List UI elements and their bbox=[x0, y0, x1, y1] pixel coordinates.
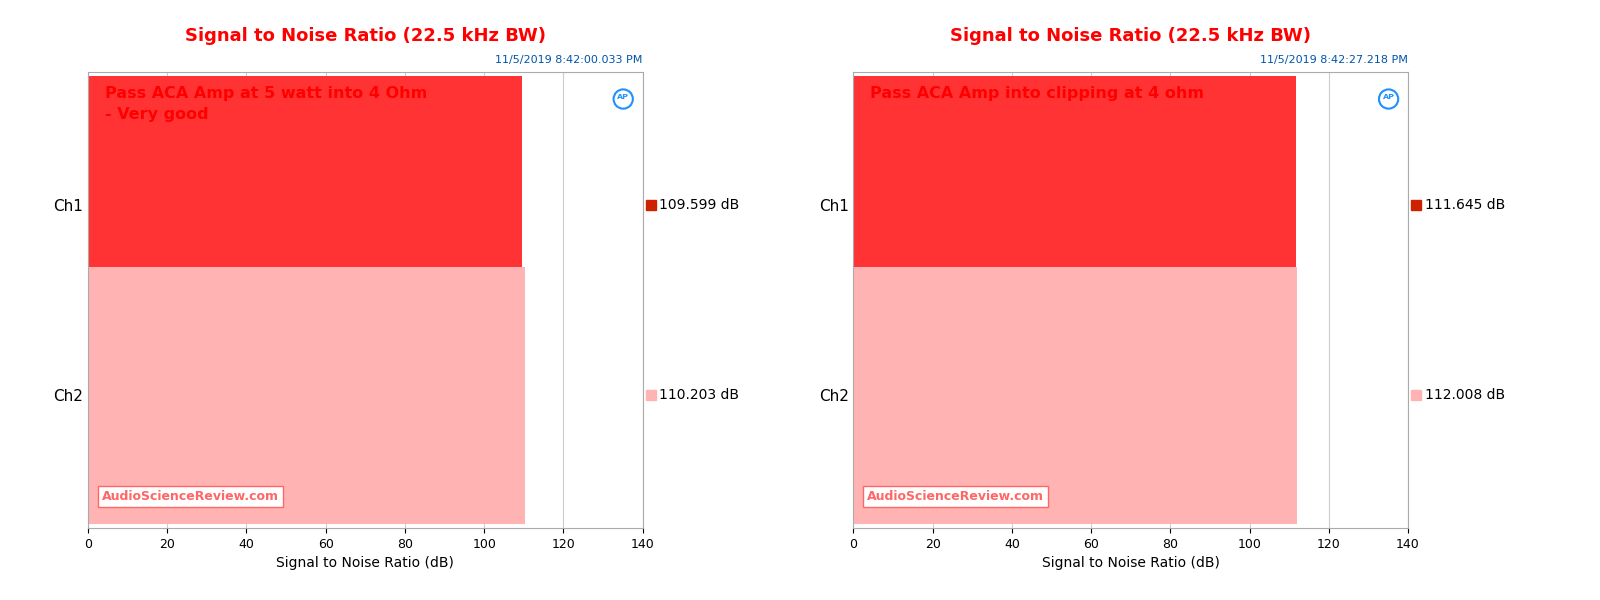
Text: ᴬᴾ: ᴬᴾ bbox=[1382, 92, 1395, 106]
Bar bbox=[853, 76, 1296, 333]
Text: AudioScienceReview.com: AudioScienceReview.com bbox=[102, 490, 278, 503]
Text: Pass ACA Amp at 5 watt into 4 Ohm
- Very good: Pass ACA Amp at 5 watt into 4 Ohm - Very… bbox=[104, 86, 427, 122]
Bar bbox=[88, 76, 522, 333]
Text: 11/5/2019 8:42:27.218 PM: 11/5/2019 8:42:27.218 PM bbox=[1261, 55, 1408, 65]
Text: 111.645 dB: 111.645 dB bbox=[1424, 197, 1506, 212]
Text: 109.599 dB: 109.599 dB bbox=[659, 197, 739, 212]
Text: ᴬᴾ: ᴬᴾ bbox=[618, 92, 629, 106]
Text: 11/5/2019 8:42:00.033 PM: 11/5/2019 8:42:00.033 PM bbox=[496, 55, 643, 65]
Text: Pass ACA Amp into clipping at 4 ohm: Pass ACA Amp into clipping at 4 ohm bbox=[870, 86, 1205, 101]
X-axis label: Signal to Noise Ratio (dB): Signal to Noise Ratio (dB) bbox=[277, 556, 454, 570]
X-axis label: Signal to Noise Ratio (dB): Signal to Noise Ratio (dB) bbox=[1042, 556, 1219, 570]
Text: AudioScienceReview.com: AudioScienceReview.com bbox=[867, 490, 1045, 503]
Title: Signal to Noise Ratio (22.5 kHz BW): Signal to Noise Ratio (22.5 kHz BW) bbox=[950, 28, 1310, 46]
Text: 112.008 dB: 112.008 dB bbox=[1424, 388, 1504, 403]
Bar bbox=[88, 267, 525, 524]
Title: Signal to Noise Ratio (22.5 kHz BW): Signal to Noise Ratio (22.5 kHz BW) bbox=[186, 28, 546, 46]
Text: 110.203 dB: 110.203 dB bbox=[659, 388, 739, 403]
Bar bbox=[853, 267, 1298, 524]
